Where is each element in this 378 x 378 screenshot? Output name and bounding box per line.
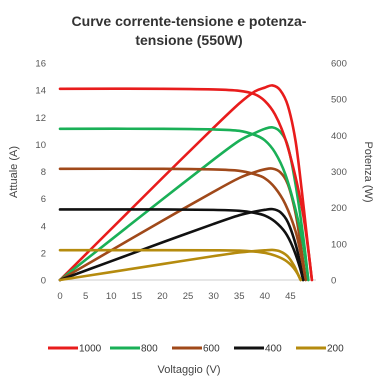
y-right-tick-label: 400	[331, 131, 347, 142]
x-tick-label: 15	[132, 291, 143, 302]
x-tick-label: 35	[234, 291, 245, 302]
y-left-tick-label: 16	[35, 59, 46, 70]
y-right-tick-labels: 0 100 200 300 400 500 600	[331, 59, 347, 287]
current-series-group	[58, 87, 314, 282]
x-tick-label: 20	[157, 291, 168, 302]
power-curve-200	[58, 248, 302, 282]
current-curve-1000	[58, 87, 314, 282]
x-axis-label: Voltaggio (V)	[158, 364, 221, 376]
y-left-tick-label: 10	[35, 140, 46, 151]
y-left-tick-label: 12	[35, 113, 46, 124]
y-left-tick-label: 4	[41, 221, 46, 232]
x-tick-label: 40	[260, 291, 271, 302]
y-right-tick-label: 100	[331, 239, 347, 250]
y-right-tick-label: 200	[331, 203, 347, 214]
x-tick-label: 25	[183, 291, 194, 302]
y-axis-left-label: Attuale (A)	[8, 146, 20, 198]
x-tick-label: 5	[83, 291, 88, 302]
power-curve-800	[58, 125, 310, 282]
x-tick-label: 0	[57, 291, 62, 302]
current-curve-800	[58, 127, 310, 282]
legend-label-600: 600	[203, 344, 220, 355]
legend: 1000 800 600 400 200	[48, 344, 344, 355]
legend-label-400: 400	[265, 344, 282, 355]
legend-label-200: 200	[327, 344, 344, 355]
y-left-tick-label: 6	[41, 194, 46, 205]
x-tick-label: 10	[106, 291, 117, 302]
y-left-tick-label: 2	[41, 248, 46, 259]
current-curve-600	[58, 167, 308, 282]
chart-title-line-1: Curve corrente-tensione e potenza-	[72, 13, 307, 29]
y-axis-right-label: Potenza (W)	[362, 141, 374, 202]
y-right-tick-label: 600	[331, 59, 347, 70]
y-right-tick-label: 0	[331, 276, 336, 287]
x-tick-labels: 0 5 10 15 20 25 30 35 40 45	[57, 291, 295, 302]
current-curve-400	[58, 208, 305, 282]
x-tick-label: 45	[285, 291, 296, 302]
x-tick-label: 30	[208, 291, 219, 302]
legend-label-1000: 1000	[79, 344, 102, 355]
power-curve-1000	[58, 84, 314, 282]
y-left-tick-label: 14	[35, 86, 46, 97]
power-curve-600	[58, 167, 308, 282]
y-left-tick-label: 8	[41, 167, 46, 178]
y-right-tick-label: 300	[331, 167, 347, 178]
chart-title: Curve corrente-tensione e potenza- tensi…	[72, 13, 307, 48]
y-left-tick-label: 0	[41, 276, 46, 287]
power-series-group	[58, 84, 314, 282]
legend-label-800: 800	[141, 344, 158, 355]
power-curve-400	[58, 207, 305, 282]
chart-title-line-2: tensione (550W)	[135, 32, 242, 48]
y-left-tick-labels: 0 2 4 6 8 10 12 14 16	[35, 59, 46, 287]
current-curve-200	[58, 248, 302, 282]
y-right-tick-label: 500	[331, 95, 347, 106]
